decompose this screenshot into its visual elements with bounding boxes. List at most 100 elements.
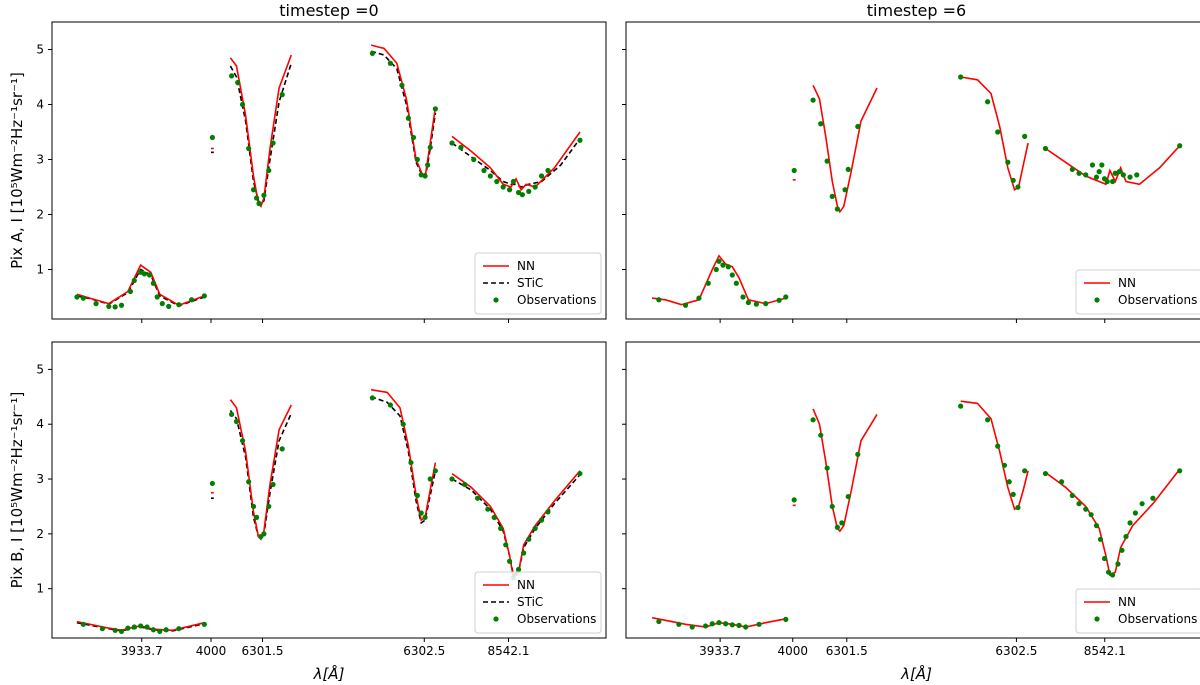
obs-point xyxy=(834,524,840,530)
obs-point xyxy=(209,134,215,141)
legend-box xyxy=(474,571,602,634)
obs-point xyxy=(270,140,276,146)
obs-point xyxy=(532,184,538,190)
obs-point xyxy=(985,99,991,105)
obs-point xyxy=(743,624,749,630)
obs-point xyxy=(189,297,195,303)
legend: NN STiC Observations xyxy=(474,571,602,634)
obs-point xyxy=(1006,479,1012,485)
obs-point xyxy=(503,542,509,548)
obs-point xyxy=(1001,462,1008,468)
y-tick-label: 3 xyxy=(36,153,44,167)
obs-point xyxy=(689,624,695,630)
obs-point xyxy=(1132,510,1139,516)
obs-point xyxy=(577,137,583,143)
obs-point xyxy=(696,295,702,301)
obs-point xyxy=(235,79,241,86)
obs-point xyxy=(500,184,506,190)
obs-point xyxy=(176,626,182,632)
obs-point xyxy=(80,295,86,301)
obs-point xyxy=(146,272,153,278)
obs-point xyxy=(261,531,267,537)
obs-point xyxy=(526,188,532,194)
x-tick-label: 8542.1 xyxy=(487,644,529,658)
obs-point xyxy=(266,167,272,174)
obs-point xyxy=(1093,523,1100,529)
obs-point xyxy=(418,510,424,516)
y-tick-label: 5 xyxy=(36,43,44,57)
obs-point xyxy=(1109,572,1116,578)
obs-point xyxy=(776,297,782,303)
obs-point xyxy=(425,162,431,168)
obs-point xyxy=(545,167,551,174)
panel-title: timestep =6 xyxy=(867,1,966,20)
obs-point xyxy=(449,140,455,146)
obs-point xyxy=(1042,145,1049,152)
obs-point xyxy=(125,625,131,631)
obs-point xyxy=(481,167,487,174)
obs-point xyxy=(842,187,848,193)
obs-point xyxy=(810,97,816,103)
obs-point xyxy=(253,514,260,521)
obs-point xyxy=(1109,178,1116,185)
obs-point xyxy=(399,82,405,88)
obs-point xyxy=(1069,492,1075,499)
obs-point xyxy=(229,411,235,417)
x-tick-label: 6302.5 xyxy=(403,644,445,658)
y-tick-label: 2 xyxy=(36,527,44,541)
panel-1: 1 2 3 4 5 timestep =0 Pix A, I [10⁵Wm⁻²Hz⁻¹sr⁻… xyxy=(8,1,607,323)
x-tick-label: 4000 xyxy=(777,644,808,658)
obs-point xyxy=(1010,177,1016,183)
legend-obs-swatch xyxy=(493,616,499,622)
obs-point xyxy=(763,301,769,307)
obs-point xyxy=(369,50,375,56)
legend: NN STiC Observations xyxy=(474,252,602,315)
obs-point xyxy=(150,627,156,633)
obs-point xyxy=(1076,170,1082,176)
obs-point xyxy=(127,288,134,295)
obs-point xyxy=(112,627,118,633)
obs-point xyxy=(753,301,759,307)
legend: NN Observations xyxy=(1075,588,1200,634)
obs-point xyxy=(1083,172,1089,178)
legend-label: NN xyxy=(1118,595,1136,609)
y-tick-label: 5 xyxy=(36,362,44,376)
obs-point xyxy=(144,624,150,630)
legend-box xyxy=(1075,269,1200,315)
y-tick-label: 1 xyxy=(36,263,44,277)
obs-point xyxy=(1112,170,1118,176)
x-tick-label: 6302.5 xyxy=(995,644,1037,658)
obs-point xyxy=(408,459,414,466)
obs-point xyxy=(462,481,468,488)
obs-point xyxy=(1099,162,1105,168)
obs-point xyxy=(676,621,682,627)
obs-point xyxy=(1022,468,1028,474)
legend-label: Observations xyxy=(1118,612,1197,626)
y-axis-label: Pix A, I [10⁵Wm⁻²Hz⁻¹sr⁻¹] xyxy=(8,72,26,269)
obs-point xyxy=(1177,143,1183,149)
obs-point xyxy=(729,272,735,278)
obs-point xyxy=(1177,468,1183,474)
obs-point xyxy=(740,294,746,300)
obs-point xyxy=(422,173,428,179)
obs-point xyxy=(1076,501,1082,507)
legend-label: NN xyxy=(1118,276,1136,290)
obs-point xyxy=(995,129,1001,135)
x-axis-label: λ[Å] xyxy=(313,664,345,683)
obs-point xyxy=(1042,470,1049,477)
obs-point xyxy=(400,421,406,427)
obs-point xyxy=(1139,501,1145,507)
obs-point xyxy=(521,550,527,556)
stic-line xyxy=(370,396,437,525)
obs-point xyxy=(577,470,583,477)
obs-point xyxy=(432,106,438,112)
obs-point xyxy=(829,193,835,199)
obs-point xyxy=(1093,174,1100,180)
obs-point xyxy=(506,558,513,564)
obs-point xyxy=(154,294,160,300)
obs-point xyxy=(845,493,851,500)
obs-point xyxy=(1120,172,1126,178)
obs-point xyxy=(449,476,455,482)
obs-point xyxy=(201,293,207,299)
legend: NN Observations xyxy=(1075,269,1200,315)
